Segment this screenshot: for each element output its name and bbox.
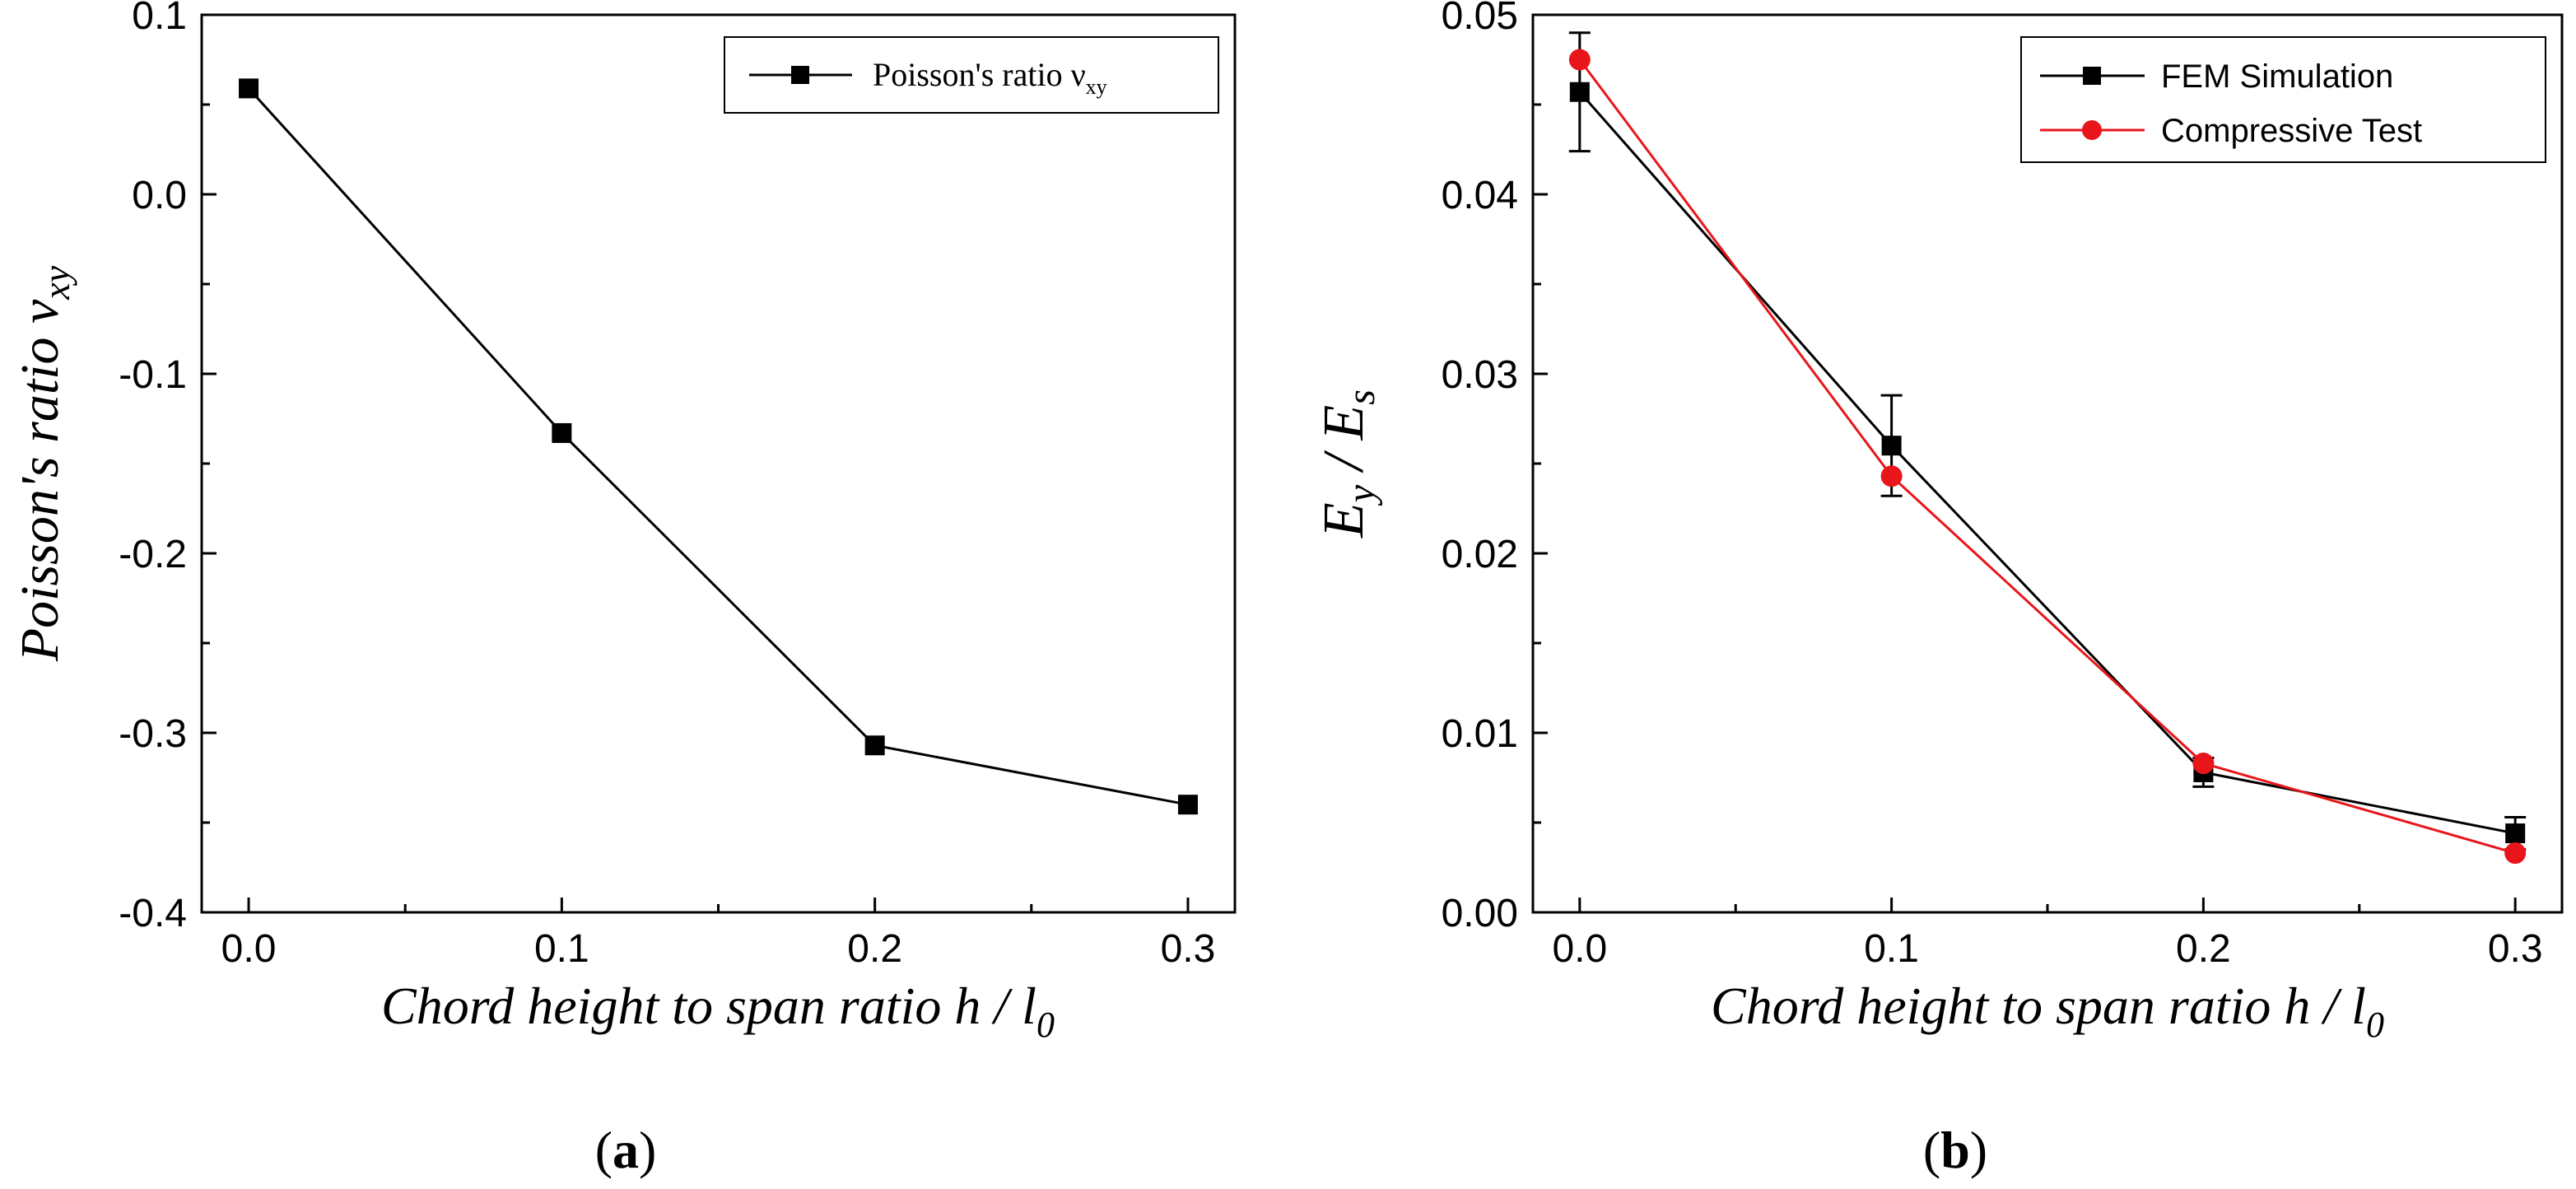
x-tick-label: 0.1	[1864, 927, 1919, 971]
series-line	[247, 87, 1189, 806]
data-point-circle	[1880, 465, 1903, 487]
data-point-square	[239, 78, 259, 99]
data-point-square	[1881, 436, 1902, 456]
panel-b-legend-label-test: Compressive Test	[2161, 113, 2422, 149]
panel-b-x-axis-title: Chord height to span ratio h / l0	[1711, 977, 2384, 1045]
panel-a-plot-frame	[200, 13, 1237, 914]
y-tick-label: -0.2	[119, 533, 187, 576]
panel-a-tick-labels: 0.0 0.1 0.2 0.3 -0.4 -0.3 -0.2 -0.1 0.0 0.1	[119, 0, 1215, 971]
x-tick-label: 0.2	[847, 927, 902, 971]
y-tick-label: 0.0	[132, 174, 187, 217]
data-point-square	[1177, 795, 1198, 815]
x-tick-label: 0.3	[2488, 927, 2543, 971]
series-line	[1578, 58, 2516, 855]
series-line	[1578, 91, 2516, 835]
panel-b-legend-label-fem: FEM Simulation	[2161, 58, 2393, 95]
panel-a-series	[239, 78, 1198, 815]
x-tick-label: 0.2	[2176, 927, 2231, 971]
panel-b-tick-labels: 0.0 0.1 0.2 0.3 0.00 0.01 0.02 0.03 0.04 0.05	[1442, 0, 2543, 971]
data-point-circle	[1568, 49, 1591, 71]
y-tick-label: 0.00	[1442, 892, 1518, 935]
panel-a: 0.0 0.1 0.2 0.3 -0.4 -0.3 -0.2 -0.1 0.0 0.1 Poiss…	[10, 0, 1237, 1179]
data-point-square	[2505, 823, 2526, 844]
y-tick-label: 0.01	[1442, 712, 1518, 756]
panel-a-legend-label: Poisson's ratio νxy	[873, 56, 1107, 99]
x-tick-label: 0.1	[534, 927, 589, 971]
x-tick-label: 0.0	[1552, 927, 1607, 971]
panel-a-x-axis-title: Chord height to span ratio h / l0	[381, 977, 1055, 1045]
panel-b-label: (b)	[1923, 1121, 1987, 1179]
panel-b-ticks	[1533, 13, 2517, 914]
panel-a-legend-box	[724, 36, 1219, 114]
data-point-square	[864, 735, 885, 756]
panel-a-legend-marker-square	[791, 66, 809, 84]
panel-a-ticks	[202, 13, 1190, 914]
panel-a-legend: Poisson's ratio νxy	[724, 36, 1219, 114]
panel-b-legend-marker-circle	[2082, 120, 2102, 140]
data-point-square	[552, 422, 572, 443]
y-tick-label: 0.04	[1442, 174, 1518, 217]
panel-b-series	[1568, 31, 2527, 865]
data-point-square	[1569, 82, 1590, 102]
panel-b-legend-box	[2020, 36, 2546, 163]
panel-b-y-axis-title: Ey / Es	[1312, 389, 1383, 539]
panel-b-legend: FEM Simulation Compressive Test	[2020, 36, 2546, 163]
panel-a-y-axis-title: Poisson's ratio νxy	[10, 265, 77, 662]
panel-b: 0.0 0.1 0.2 0.3 0.00 0.01 0.02 0.03 0.04 0.05 Ey …	[1312, 0, 2564, 1179]
y-tick-label: 0.02	[1442, 533, 1518, 576]
y-tick-label: 0.05	[1442, 0, 1518, 38]
y-tick-label: -0.3	[119, 712, 187, 756]
panel-a-label: (a)	[595, 1121, 657, 1179]
x-tick-label: 0.0	[221, 927, 277, 971]
data-point-circle	[2504, 842, 2527, 865]
y-tick-label: -0.4	[119, 892, 187, 935]
data-point-circle	[2192, 753, 2215, 775]
y-tick-label: 0.03	[1442, 353, 1518, 397]
panel-b-legend-marker-square	[2083, 67, 2101, 85]
y-tick-label: 0.1	[132, 0, 187, 38]
x-tick-label: 0.3	[1161, 927, 1216, 971]
y-tick-label: -0.1	[119, 353, 187, 397]
